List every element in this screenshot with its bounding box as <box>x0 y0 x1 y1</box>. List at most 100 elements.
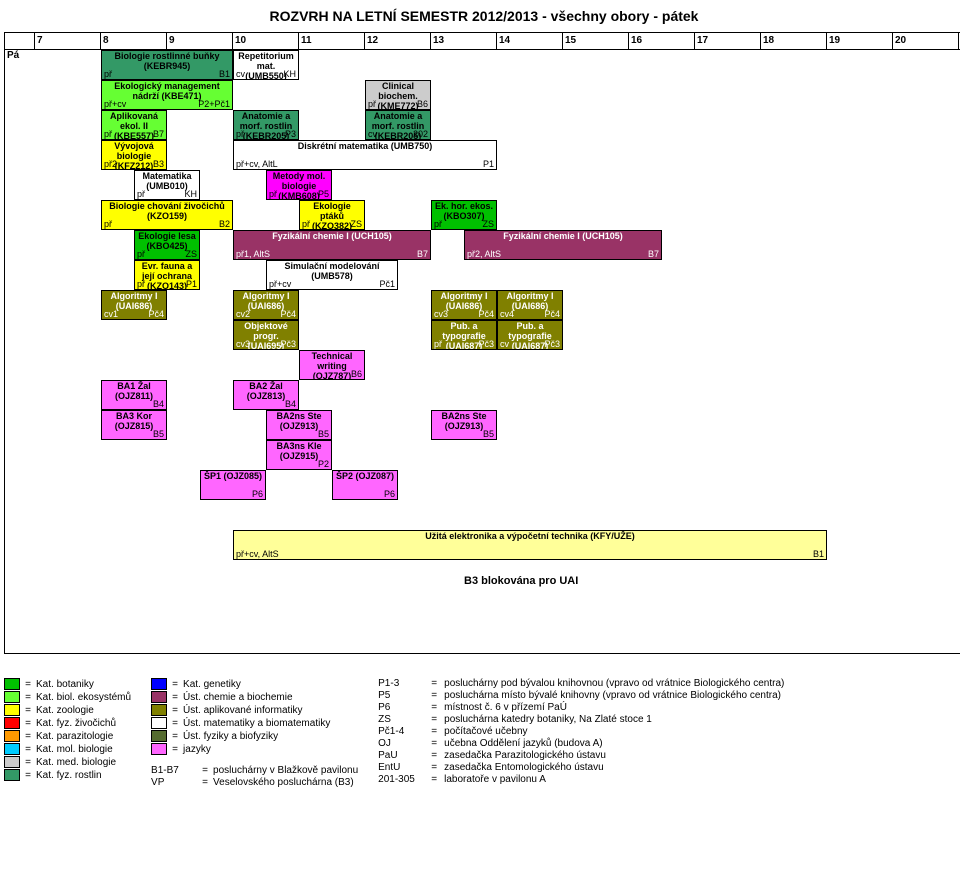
course-block: Matematika(UMB010)přKH <box>134 170 200 200</box>
course-room: B2 <box>219 219 230 229</box>
course-type: př <box>434 219 442 229</box>
course-type: př <box>137 189 145 199</box>
course-type: př+cv, AltL <box>236 159 278 169</box>
course-block: Biologie chování živočichů(KZO159)přB2 <box>101 200 233 230</box>
legend-item: OJ=učebna Oddělení jazyků (budova A) <box>378 738 784 749</box>
legend-swatch <box>151 704 167 716</box>
legend-label: Kat. zoologie <box>36 705 94 716</box>
course-name: Clinical biochem. <box>366 81 430 101</box>
legend-label: Kat. parazitologie <box>36 731 113 742</box>
course-type: př+cv, AltS <box>236 549 279 559</box>
course-name: Ekologický management nádrží (KBE471) <box>102 81 232 101</box>
course-name: Algoritmy I <box>102 291 166 301</box>
course-room: B1 <box>813 549 824 559</box>
course-room: B4 <box>285 399 296 409</box>
legend-item: P5=posluchárna místo bývalé knihovny (vp… <box>378 690 784 701</box>
course-type: cv1 <box>104 309 118 319</box>
course-type: př <box>104 129 112 139</box>
hour-header: 7 <box>35 33 101 49</box>
course-name: Pub. a typografie <box>432 321 496 341</box>
hour-header-row: 7891011121314151617181920 <box>5 33 960 50</box>
course-type: cv <box>368 129 377 139</box>
course-block: Algoritmy I(UAI686)cv3Pč4 <box>431 290 497 320</box>
course-name: Repetitorium mat. <box>234 51 298 71</box>
course-block: Algoritmy I(UAI686)cv1Pč4 <box>101 290 167 320</box>
course-name: BA2ns Ste <box>432 411 496 421</box>
course-type: př+cv <box>104 99 126 109</box>
course-room: Pč3 <box>280 339 296 349</box>
course-type: cv <box>236 69 245 79</box>
course-block: Ekologický management nádrží (KBE471)př+… <box>101 80 233 110</box>
course-name: BA3 Kor (OJZ815) <box>102 411 166 431</box>
course-block: Evr. fauna a její ochrana (KZO143)přP1 <box>134 260 200 290</box>
course-type: př <box>137 249 145 259</box>
course-type: př <box>368 99 376 109</box>
course-name: Ekologie lesa <box>135 231 199 241</box>
legend-label: Úst. matematiky a biomatematiky <box>183 718 330 729</box>
legend-item: P6=místnost č. 6 v přízemí PaÚ <box>378 702 784 713</box>
legend-item: =Úst. fyziky a biofyziky <box>151 730 358 742</box>
legend-label: Kat. fyz. živočichů <box>36 718 116 729</box>
course-name: Fyzikální chemie I (UCH105) <box>465 231 661 241</box>
course-room: Pč4 <box>544 309 560 319</box>
course-block: Algoritmy I(UAI686)cv2Pč4 <box>233 290 299 320</box>
legend: =Kat. botaniky=Kat. biol. ekosystémů=Kat… <box>4 678 960 788</box>
course-room: P6 <box>384 489 395 499</box>
course-type: př2, AltS <box>467 249 501 259</box>
course-type: cv4 <box>500 309 514 319</box>
course-block: Algoritmy I(UAI686)cv4Pč4 <box>497 290 563 320</box>
course-name: ŠP1 (OJZ085) <box>201 471 265 481</box>
course-room: B7 <box>648 249 659 259</box>
legend-item: Pč1-4=počítačové učebny <box>378 726 784 737</box>
legend-swatch <box>4 743 20 755</box>
course-name: BA2 Žal (OJZ813) <box>234 381 298 401</box>
course-block: Užitá elektronika a výpočetní technika (… <box>233 530 827 560</box>
course-room: KH <box>283 69 296 79</box>
legend-swatch <box>151 678 167 690</box>
course-block: BA3 Kor (OJZ815)B5 <box>101 410 167 440</box>
legend-swatch <box>151 743 167 755</box>
legend-swatch <box>151 730 167 742</box>
course-type: cv3 <box>236 339 250 349</box>
course-block: Objektové progr.(UAI695)cv3Pč3 <box>233 320 299 350</box>
course-name: BA3ns Kle <box>267 441 331 451</box>
legend-swatch <box>151 717 167 729</box>
page-title: ROZVRH NA LETNÍ SEMESTR 2012/2013 - všec… <box>4 8 960 24</box>
course-room: B3 <box>153 159 164 169</box>
hour-header: 15 <box>563 33 629 49</box>
legend-label: Kat. mol. biologie <box>36 744 113 755</box>
course-block: Anatomie a morf. rostlin (KEBR205)přP3 <box>233 110 299 140</box>
course-room: B1 <box>219 69 230 79</box>
course-block: Aplikovaná ekol. II(KBE557)přB7 <box>101 110 167 140</box>
course-type: cv <box>500 339 509 349</box>
course-type: př+cv <box>269 279 291 289</box>
course-room: B6 <box>417 99 428 109</box>
legend-label: Kat. genetiky <box>183 679 241 690</box>
hour-header: 10 <box>233 33 299 49</box>
course-block: BA2ns Ste(OJZ913)B5 <box>431 410 497 440</box>
course-room: ZS <box>185 249 197 259</box>
hour-header: 20 <box>893 33 959 49</box>
hour-header: 9 <box>167 33 233 49</box>
course-name: Algoritmy I <box>498 291 562 301</box>
legend-label: Kat. fyz. rostlin <box>36 770 102 781</box>
course-block: Biologie rostlinné buňky(KEBR945)přB1 <box>101 50 233 80</box>
course-block: Ekologie lesa(KBO425)přZS <box>134 230 200 260</box>
course-type: př2 <box>104 159 117 169</box>
legend-swatch <box>151 691 167 703</box>
legend-rooms-col: P1-3=posluchárny pod bývalou knihovnou (… <box>378 678 784 788</box>
course-type: př <box>302 219 310 229</box>
legend-item: ZS=posluchárna katedry botaniky, Na Zlat… <box>378 714 784 725</box>
hour-header: 17 <box>695 33 761 49</box>
timetable-grid: 7891011121314151617181920 Pá Biologie ro… <box>4 32 960 654</box>
course-block: BA1 Žal (OJZ811)B4 <box>101 380 167 410</box>
course-name: Vývojová biologie <box>102 141 166 161</box>
course-block: Fyzikální chemie I (UCH105) př2, AltS B7 <box>464 230 662 260</box>
course-name: Algoritmy I <box>234 291 298 301</box>
legend-item: =Úst. matematiky a biomatematiky <box>151 717 358 729</box>
course-name: ŠP2 (OJZ087) <box>333 471 397 481</box>
course-block: ŠP1 (OJZ085)P6 <box>200 470 266 500</box>
legend-item: =Úst. aplikované informatiky <box>151 704 358 716</box>
course-block: Repetitorium mat.(UMB550)cvKH <box>233 50 299 80</box>
course-room: P5 <box>318 189 329 199</box>
